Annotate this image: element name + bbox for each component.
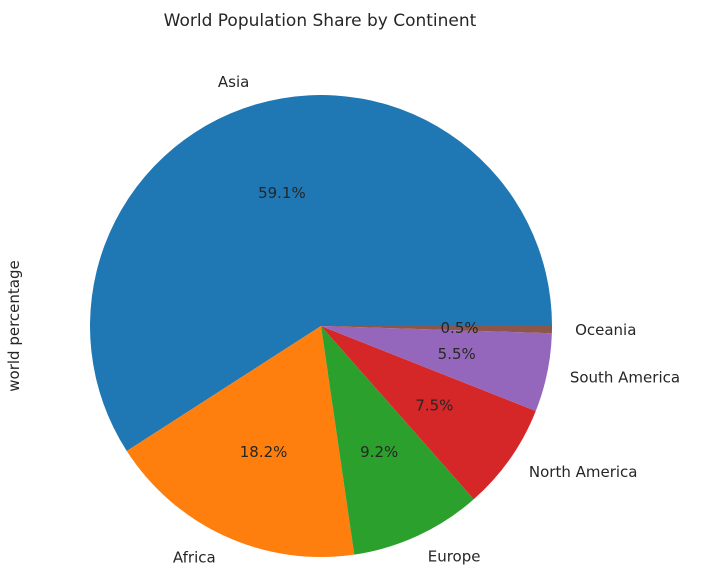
pie-slice-north-america	[321, 326, 536, 500]
slice-label-north-america: North America	[529, 463, 638, 481]
pie-labels: Asia 59.1% Africa 18.2% Europe 9.2% North Amer…	[173, 73, 680, 566]
pie-slice-africa	[126, 326, 355, 558]
slice-label-europe: Europe	[428, 548, 481, 566]
pie-slice-europe	[321, 326, 474, 555]
slice-label-asia: Asia	[218, 73, 249, 91]
pct-label-oceania: 0.5%	[441, 319, 479, 337]
pie-slices	[89, 95, 553, 558]
pie-slice-south-america	[321, 326, 552, 412]
pct-label-europe: 9.2%	[360, 443, 398, 461]
slice-label-africa: Africa	[173, 548, 216, 566]
y-axis-label: world percentage	[5, 260, 23, 391]
pct-label-north-america: 7.5%	[415, 397, 453, 415]
pct-label-south-america: 5.5%	[438, 345, 476, 363]
chart-title: World Population Share by Continent	[164, 11, 477, 31]
pie-slice-oceania	[321, 326, 552, 334]
slice-label-south-america: South America	[570, 369, 680, 387]
slice-label-oceania: Oceania	[575, 321, 636, 339]
pct-label-asia: 59.1%	[258, 184, 306, 202]
pie-slice-asia	[89, 95, 553, 451]
pct-label-africa: 18.2%	[240, 443, 288, 461]
